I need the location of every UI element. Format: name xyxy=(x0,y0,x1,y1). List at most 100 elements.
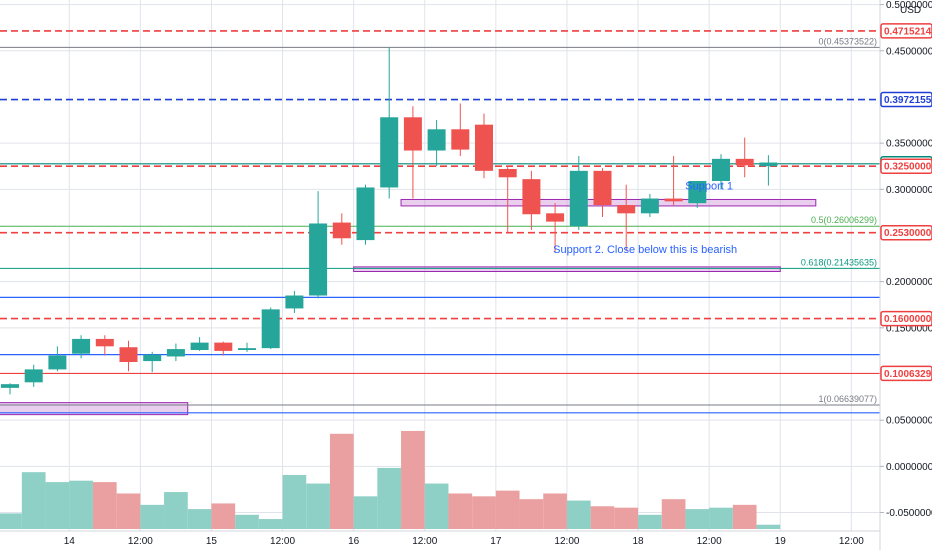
volume-bar xyxy=(306,483,330,529)
volume-bar xyxy=(258,519,283,529)
volume-bar xyxy=(329,433,354,529)
volume-bar xyxy=(235,514,259,529)
candle-down xyxy=(522,179,541,215)
volume-bar xyxy=(566,500,591,529)
candle-down xyxy=(475,124,493,171)
time-tick-label: 12:00 xyxy=(270,536,295,547)
candle-up xyxy=(190,342,209,350)
volume-bar xyxy=(709,507,733,529)
plot-area[interactable] xyxy=(0,0,880,531)
volume-bar xyxy=(590,506,615,529)
volume-bar xyxy=(140,504,165,529)
time-tick-label: 12:00 xyxy=(128,536,153,547)
candle-up xyxy=(238,348,256,350)
fib-level-label: 1(0.06639077) xyxy=(818,394,877,404)
price-tag xyxy=(880,158,932,174)
candle-up xyxy=(285,295,304,309)
candle-up xyxy=(712,158,730,182)
price-tag-label: 0.47152144 xyxy=(884,26,932,37)
volume-bar xyxy=(282,475,307,529)
time-tick-label: 12:00 xyxy=(839,536,864,547)
support-zone[interactable] xyxy=(353,266,781,273)
annotation-text: Support 2. Close below this is bearish xyxy=(553,244,737,256)
price-tag xyxy=(880,310,932,327)
candle-up xyxy=(166,349,185,357)
time-tick-label: 12:00 xyxy=(412,536,437,547)
price-unit-label: USD xyxy=(900,5,921,16)
support-zone[interactable] xyxy=(0,402,189,416)
volume-bar xyxy=(401,430,425,529)
candle-down xyxy=(735,158,754,166)
candle-up xyxy=(261,309,280,349)
price-tag-label: 0.25300000 xyxy=(884,228,932,239)
price-tags: 0.471521440.397215580.327629440.32500000… xyxy=(880,23,932,382)
candle-up xyxy=(1,384,19,388)
horizontal-levels[interactable] xyxy=(0,30,880,414)
volume-bar xyxy=(424,483,449,529)
volume-bar xyxy=(69,480,93,529)
fibonacci-levels[interactable]: 0(0.45373522) 0.5(0.26006299) 0.618(0.2143… xyxy=(0,36,880,406)
volume-bar xyxy=(45,482,70,529)
candle-up xyxy=(759,162,778,167)
candle-up xyxy=(24,369,43,383)
candle-up xyxy=(688,181,707,204)
volume-bar xyxy=(164,492,188,529)
annotation-text: Support 1 xyxy=(685,180,733,192)
candle-up xyxy=(72,338,91,354)
time-tick-label: 12:00 xyxy=(697,536,722,547)
volume-bar xyxy=(685,509,710,529)
volume-bar xyxy=(116,493,141,529)
candle-down xyxy=(451,129,470,150)
candle-up xyxy=(309,223,328,296)
time-tick-label: 15 xyxy=(206,536,218,547)
fib-level-label: 0.618(0.21435635) xyxy=(801,257,877,267)
volume-bar xyxy=(92,482,117,529)
price-tag-label: 0.16000000 xyxy=(884,314,932,325)
candle-up xyxy=(380,117,399,188)
volume-bar xyxy=(756,524,781,529)
candle-down xyxy=(498,168,517,178)
price-tag xyxy=(880,23,932,39)
volume-bar xyxy=(614,507,639,529)
volume-bar xyxy=(472,496,496,529)
fib-level-label: 0.5(0.26006299) xyxy=(811,215,877,225)
time-tick-label: 17 xyxy=(490,536,502,547)
time-tick-label: 12:00 xyxy=(554,536,579,547)
price-tag xyxy=(880,224,932,241)
time-tick-label: 14 xyxy=(64,536,76,547)
time-tick-label: 16 xyxy=(348,536,360,547)
candle-down xyxy=(664,198,683,202)
candle-down xyxy=(332,222,351,239)
volume-bar xyxy=(495,490,520,529)
price-tag-label: 0.10063299 xyxy=(884,369,932,380)
candle-down xyxy=(119,347,138,363)
time-axis[interactable]: 14 12:00 15 12:00 16 12:00 17 12:00 18 12:00 19 12:… xyxy=(64,536,865,547)
volume-bar xyxy=(543,493,567,529)
price-tag-label: 0.32500000 xyxy=(884,162,932,173)
candle-up xyxy=(356,187,375,241)
candle-up xyxy=(569,170,588,227)
time-tick-label: 19 xyxy=(775,536,787,547)
candle-up xyxy=(427,129,446,151)
fib-level-label: 0(0.45373522) xyxy=(818,36,877,46)
candle-down xyxy=(617,205,636,214)
price-tag xyxy=(880,91,932,108)
volume-bar xyxy=(211,503,236,529)
volume-bar xyxy=(448,493,473,529)
volume-bar xyxy=(353,496,378,529)
candle-down xyxy=(546,213,565,222)
volume-bar xyxy=(187,509,212,529)
candle-down xyxy=(593,170,612,206)
candle-down xyxy=(95,338,114,347)
price-tag xyxy=(880,365,932,382)
volume-bars xyxy=(0,430,781,529)
volume-bar xyxy=(732,504,757,529)
